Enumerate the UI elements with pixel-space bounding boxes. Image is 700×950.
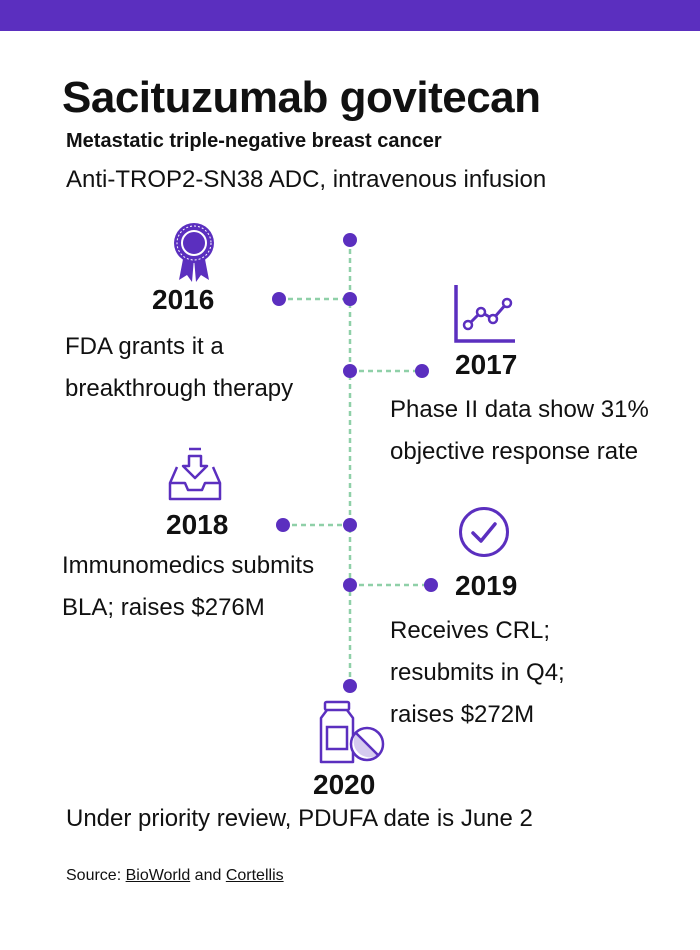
source-label: Source:: [66, 867, 122, 884]
event-2017-line-1: Phase II data show 31%: [390, 396, 649, 423]
top-accent-bar: [0, 0, 700, 31]
node-2018-spine: [343, 518, 357, 532]
year-2018-label: 2018: [166, 509, 229, 540]
event-2018-line-1: Immunomedics submits: [62, 552, 315, 579]
node-2017-end: [415, 364, 429, 378]
event-2016-text: FDA grants it a breakthrough therapy: [65, 326, 293, 410]
year-2017-label: 2017: [455, 349, 518, 380]
bioworld-link[interactable]: BioWorld: [125, 867, 191, 884]
year-2019-label: 2019: [455, 570, 518, 601]
node-2016-spine: [343, 292, 357, 306]
node-2019-spine: [343, 578, 357, 592]
drug-description: Anti-TROP2-SN38 ADC, intravenous infusio…: [66, 166, 547, 193]
event-2016-line-2: breakthrough therapy: [65, 375, 294, 402]
event-2017-line-2: objective response rate: [390, 438, 639, 465]
cortellis-link[interactable]: Cortellis: [225, 867, 284, 884]
event-2016-line-1: FDA grants it a: [65, 333, 224, 360]
source-footer: Source: BioWorld and Cortellis: [66, 866, 284, 886]
node-2017-spine: [343, 364, 357, 378]
event-2019-text: Receives CRL; resubmits in Q4; raises $2…: [390, 610, 565, 736]
page-subtitle: Metastatic triple-negative breast cancer: [66, 130, 442, 152]
event-2018-line-2: BLA; raises $276M: [62, 594, 265, 621]
node-2018-end: [276, 518, 290, 532]
event-2020-text: Under priority review, PDUFA date is Jun…: [66, 798, 533, 840]
event-2017-text: Phase II data show 31% objective respons…: [390, 389, 649, 473]
event-2020-line-1: Under priority review, PDUFA date is Jun…: [66, 805, 533, 832]
line-chart-icon: [454, 285, 515, 343]
page-title: Sacituzumab govitecan: [62, 73, 541, 122]
node-2019-end: [424, 578, 438, 592]
timeline-start-node: [343, 233, 357, 247]
event-2019-line-1: Receives CRL;: [390, 617, 551, 644]
check-circle-icon: [459, 507, 509, 557]
year-2020-label: 2020: [313, 769, 376, 800]
node-2020-spine: [343, 679, 357, 693]
source-conjunction: and: [194, 867, 222, 884]
year-2016-label: 2016: [152, 284, 215, 315]
event-2018-text: Immunomedics submits BLA; raises $276M: [62, 545, 314, 629]
pill-bottle-icon: [319, 700, 385, 764]
event-2019-line-2: resubmits in Q4;: [390, 659, 565, 686]
inbox-download-icon: [168, 447, 222, 501]
node-2016-end: [272, 292, 286, 306]
award-ribbon-icon: [174, 223, 214, 282]
event-2019-line-3: raises $272M: [390, 701, 535, 728]
